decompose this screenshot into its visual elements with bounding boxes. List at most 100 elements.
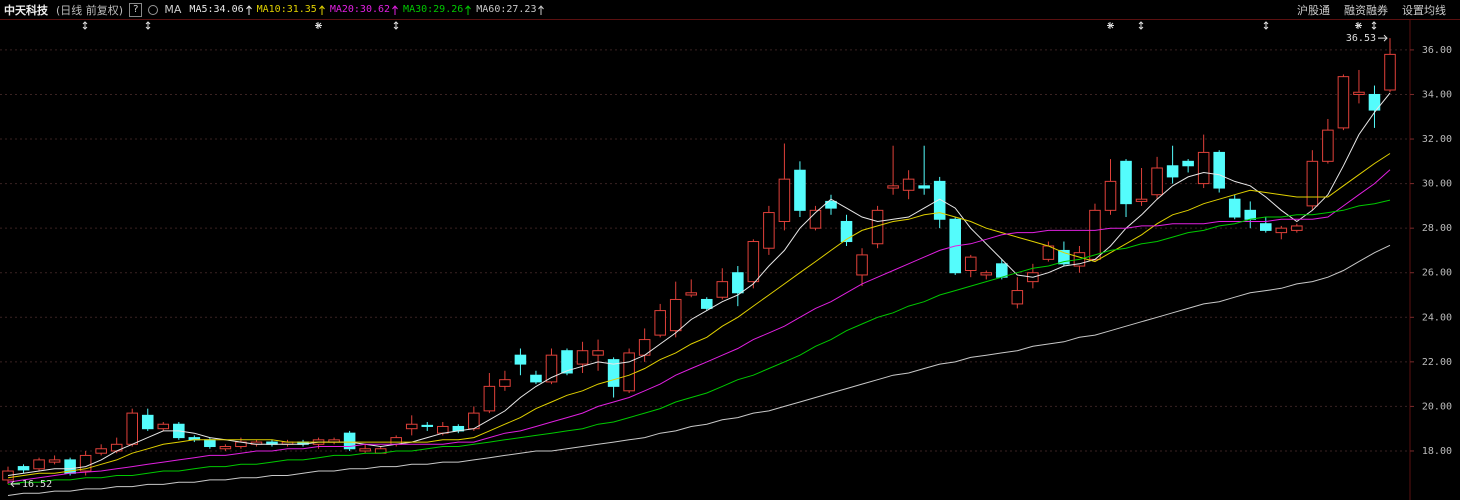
- candle-body: [716, 281, 729, 298]
- candle-body: [1120, 160, 1132, 205]
- candle-body: [856, 254, 868, 276]
- event-markers: [82, 21, 1377, 30]
- candle-body: [110, 443, 123, 452]
- candle-body: [1182, 160, 1194, 167]
- candle-body: [421, 424, 434, 427]
- candle-body: [405, 423, 418, 430]
- candle-body: [126, 412, 139, 445]
- arrow: [538, 4, 545, 15]
- candle-body: [763, 212, 775, 249]
- candle-body: [95, 448, 107, 454]
- event-marker[interactable]: [393, 21, 399, 30]
- candle-body: [17, 466, 30, 471]
- arrow: [465, 4, 472, 15]
- event-marker[interactable]: [82, 21, 88, 30]
- y-tick-label: 34.00: [1422, 89, 1452, 100]
- settings-icon[interactable]: [148, 4, 159, 15]
- legend-arrow: [318, 4, 325, 15]
- legend-arrow: [392, 4, 398, 15]
- event-marker[interactable]: [1371, 21, 1377, 30]
- candle-body: [33, 459, 45, 470]
- legend-entry: MA5:34.06: [189, 4, 244, 15]
- legend-arrow: [245, 4, 252, 15]
- candle-body: [685, 292, 698, 296]
- candle-body: [1353, 91, 1365, 95]
- y-tick-label: 24.00: [1422, 312, 1452, 323]
- candle-body: [1337, 76, 1350, 129]
- candle-body: [1368, 93, 1381, 111]
- candle-body: [747, 241, 760, 283]
- candle-body: [700, 298, 713, 309]
- arrow: [392, 4, 398, 15]
- ma-line: [7, 169, 1391, 483]
- legend-entry: MA20:30.62: [329, 4, 391, 15]
- candle-body: [964, 256, 977, 271]
- candle-body: [219, 446, 232, 450]
- candle-body: [996, 263, 1008, 278]
- y-tick-label: 30.00: [1422, 179, 1452, 190]
- candle-body: [840, 220, 853, 243]
- candle-body: [1291, 225, 1303, 231]
- y-tick-label: 28.00: [1422, 223, 1452, 234]
- period-label: (日线 前复权): [56, 3, 124, 17]
- candle-body: [1166, 165, 1179, 178]
- header-bar: 中天科技 (日线 前复权) ? MA MA5:34.06 MA10:31.35 MA…: [0, 0, 1460, 20]
- candle-body: [902, 178, 915, 191]
- event-marker[interactable]: [1138, 21, 1144, 30]
- candle-body: [607, 359, 620, 387]
- candle-body: [576, 350, 589, 365]
- y-tick-label: 20.00: [1422, 401, 1452, 412]
- arrow: [318, 4, 325, 15]
- y-tick-label: 18.00: [1422, 446, 1452, 457]
- ma-line: [7, 244, 1391, 496]
- legend: MA5:34.06 MA10:31.35 MA20:30.62 MA30:29.26 M…: [189, 4, 549, 15]
- candle-body: [1384, 53, 1396, 91]
- candle-body: [732, 272, 744, 294]
- candle-body: [514, 354, 527, 365]
- candle-body: [1011, 290, 1024, 305]
- indicator-name: MA: [164, 3, 182, 16]
- legend-arrow: [465, 4, 472, 15]
- candle-body: [483, 385, 496, 412]
- candle-body: [1275, 227, 1288, 234]
- candle-body: [825, 200, 837, 209]
- candle-body: [887, 185, 899, 189]
- candle-body: [794, 169, 806, 211]
- candle-body: [623, 352, 635, 392]
- candle-body: [1151, 167, 1163, 196]
- candle-body: [545, 354, 558, 383]
- min-arrow: [10, 480, 20, 488]
- min-label: 16.52: [22, 479, 52, 490]
- event-marker[interactable]: [315, 22, 322, 29]
- candle-body: [79, 454, 92, 472]
- event-marker[interactable]: [1355, 22, 1362, 29]
- toolbar-button[interactable]: 设置均线: [1402, 4, 1446, 17]
- y-tick-label: 36.00: [1422, 45, 1452, 56]
- candle-body: [1135, 198, 1148, 202]
- event-marker[interactable]: [145, 21, 151, 30]
- candle-body: [1213, 151, 1225, 189]
- candle-body: [48, 459, 61, 463]
- candle-body: [343, 432, 356, 450]
- toolbar: 沪股通 融资融券 设置均线: [1283, 0, 1446, 20]
- max-label: 36.53: [1346, 33, 1376, 44]
- toolbar-button[interactable]: 沪股通: [1297, 4, 1330, 17]
- event-marker[interactable]: [1263, 21, 1269, 30]
- help-button[interactable]: ?: [129, 2, 143, 17]
- stock-name: 中天科技: [4, 3, 48, 17]
- y-tick-label: 26.00: [1422, 268, 1452, 279]
- legend-entry: MA30:29.26: [403, 4, 464, 15]
- candle-body: [669, 298, 682, 332]
- y-tick-label: 22.00: [1422, 357, 1452, 368]
- legend-entry: MA10:31.35: [256, 4, 317, 15]
- candle-body: [809, 209, 822, 229]
- ma-line: [7, 153, 1391, 479]
- candle-body: [359, 448, 371, 452]
- legend-entry: MA60:27.23: [476, 4, 537, 15]
- candle-body: [1058, 249, 1070, 265]
- toolbar-button[interactable]: 融资融券: [1344, 4, 1388, 17]
- event-marker[interactable]: [1107, 22, 1114, 29]
- candle-body: [654, 310, 666, 336]
